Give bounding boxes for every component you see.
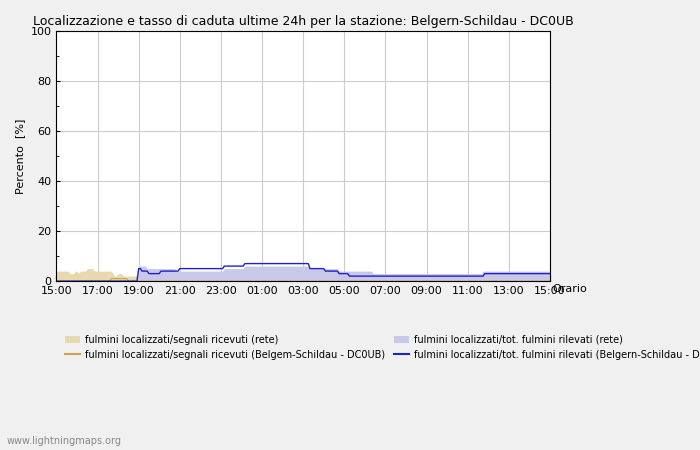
Y-axis label: Percento  [%]: Percento [%] [15,118,25,194]
Text: Orario: Orario [553,284,587,294]
Legend: fulmini localizzati/segnali ricevuti (rete), fulmini localizzati/segnali ricevut: fulmini localizzati/segnali ricevuti (re… [62,331,700,364]
Text: www.lightningmaps.org: www.lightningmaps.org [7,436,122,446]
Title: Localizzazione e tasso di caduta ultime 24h per la stazione: Belgern-Schildau - : Localizzazione e tasso di caduta ultime … [33,15,573,28]
